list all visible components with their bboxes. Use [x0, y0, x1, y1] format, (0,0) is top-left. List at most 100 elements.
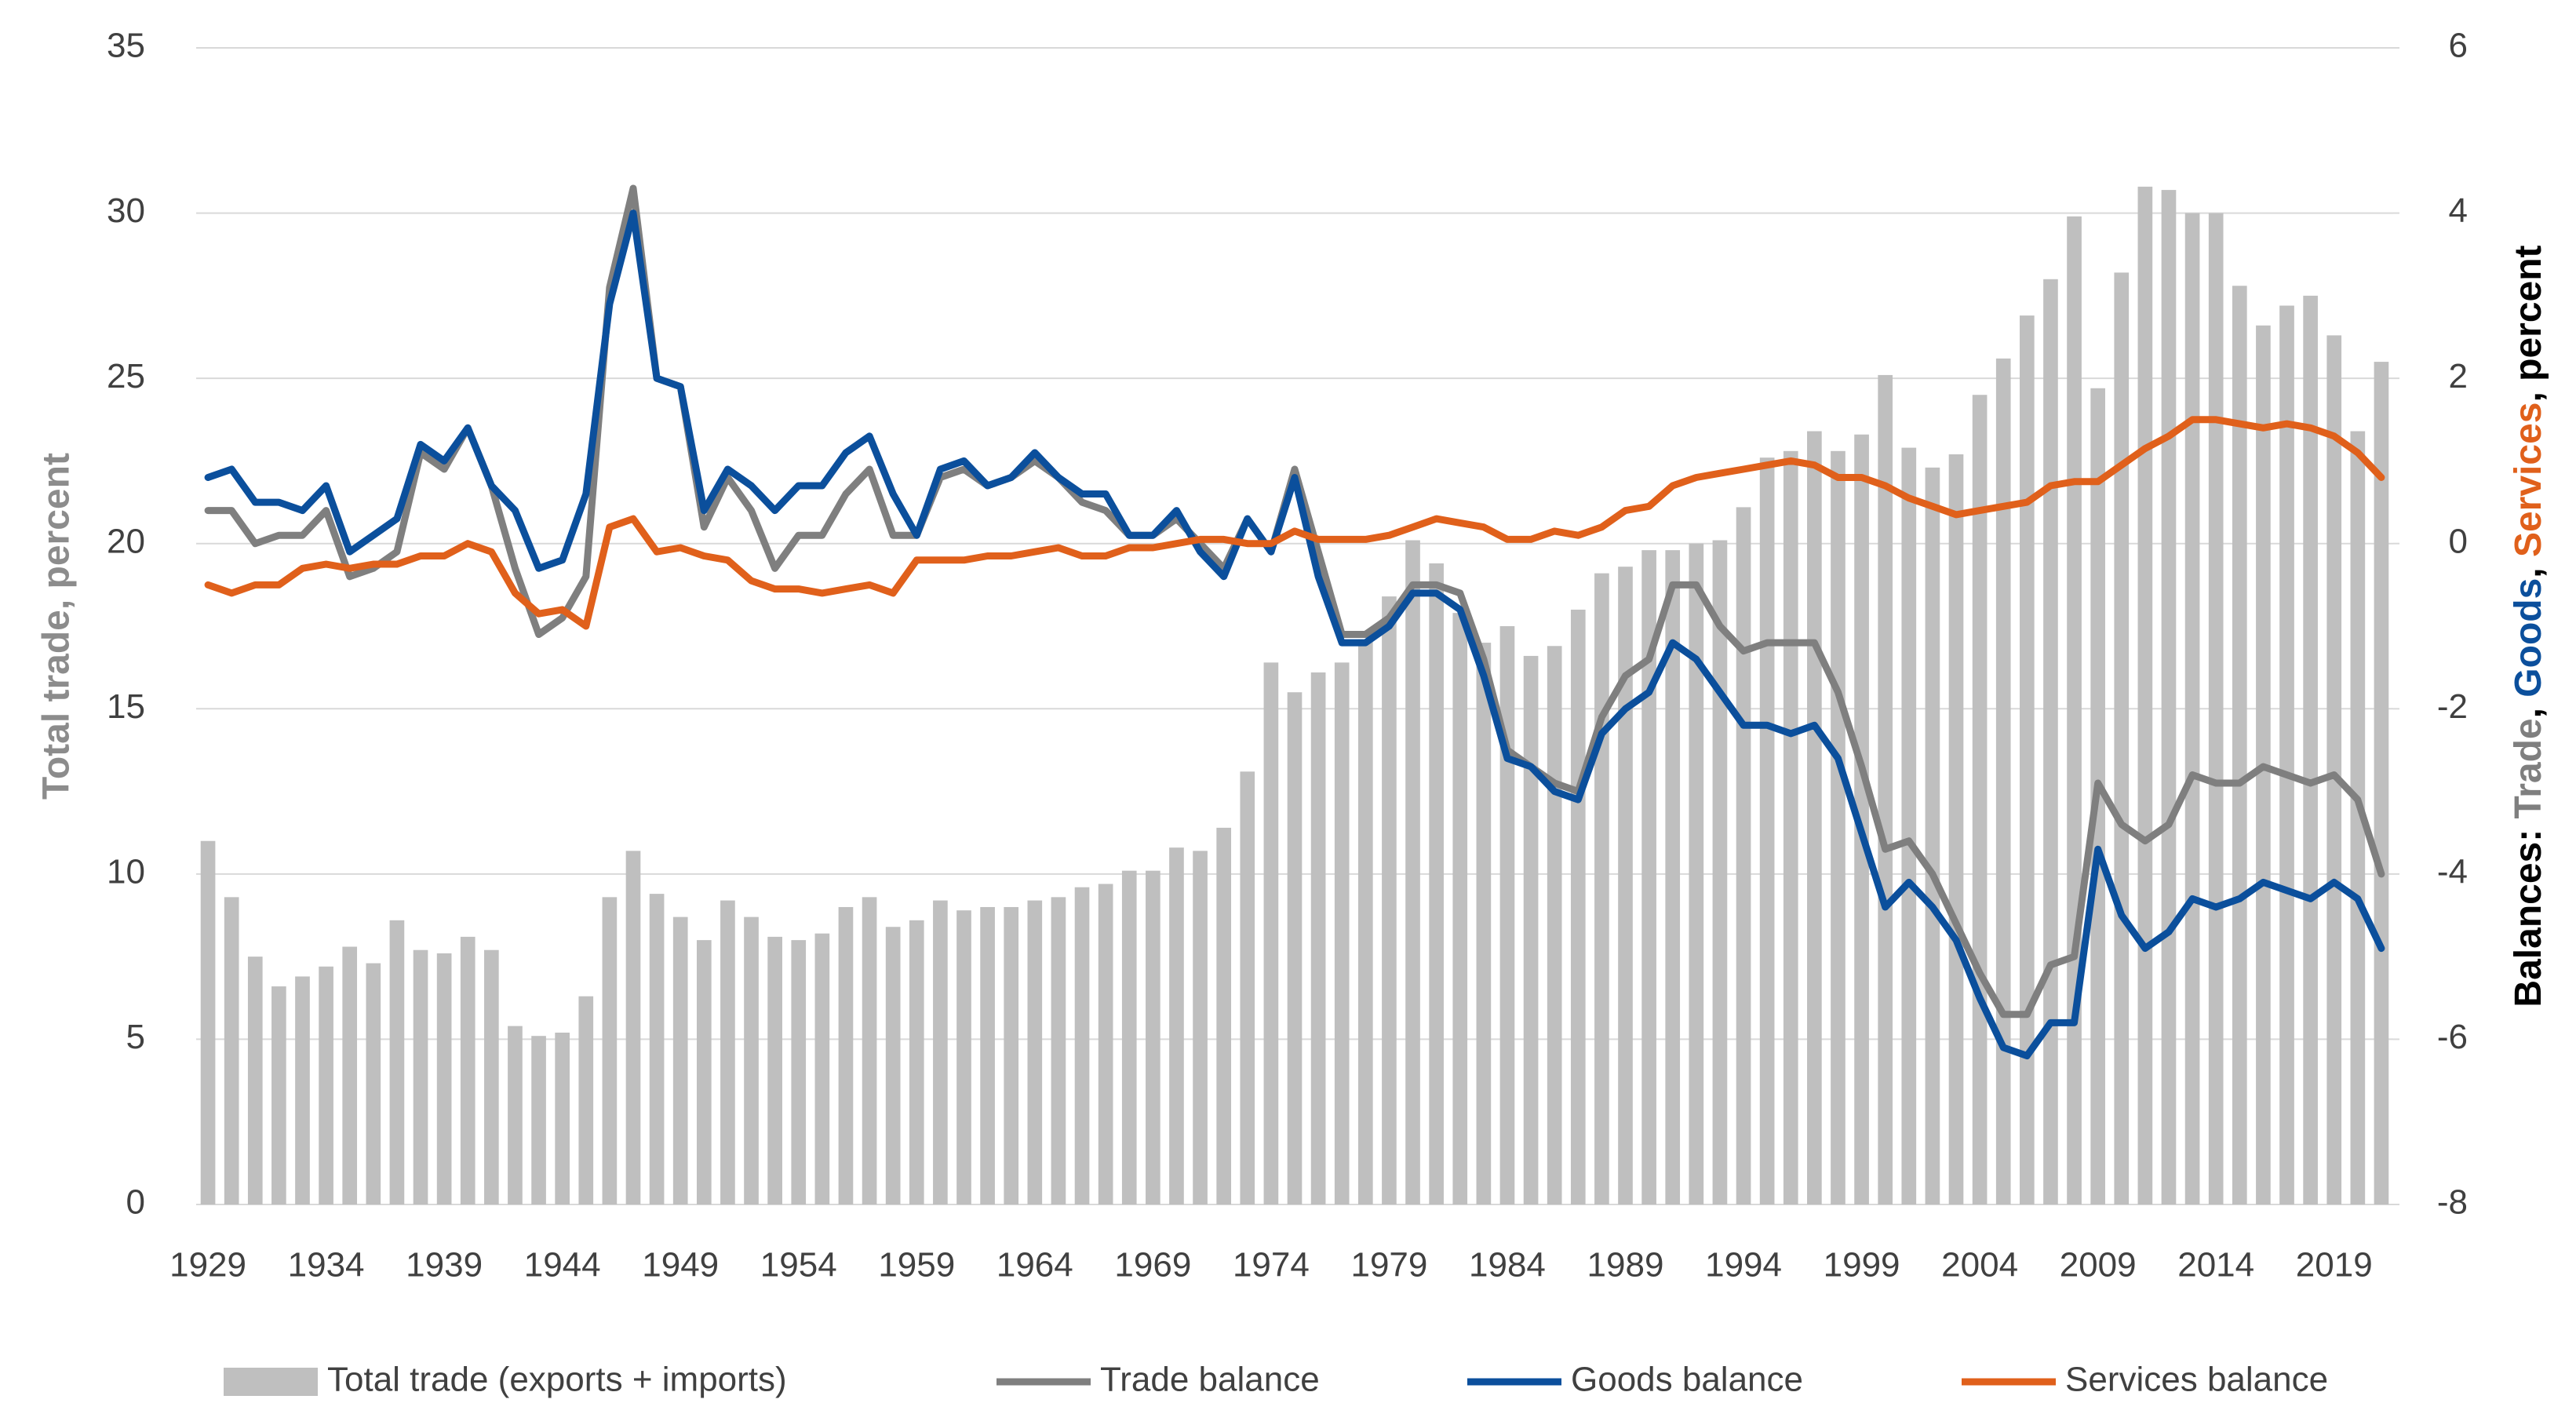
legend-label: Total trade (exports + imports): [327, 1361, 787, 1399]
bar: [436, 953, 452, 1204]
x-tick-label: 1989: [1587, 1246, 1664, 1285]
bar: [2303, 295, 2318, 1204]
bar: [413, 949, 428, 1204]
bar: [1216, 827, 1232, 1204]
y-tick-label: 0: [126, 1183, 145, 1222]
bar: [1901, 447, 1917, 1204]
bar: [1499, 626, 1515, 1204]
bar: [672, 917, 688, 1204]
bar: [1783, 450, 1798, 1204]
bar: [2208, 213, 2224, 1205]
y2-axis-label-part: ,: [2508, 698, 2549, 719]
bar: [1452, 613, 1468, 1204]
bar: [1074, 887, 1090, 1204]
bar: [2279, 305, 2294, 1204]
bar: [933, 900, 948, 1204]
y-tick-label: 30: [107, 191, 145, 230]
bar: [1405, 540, 1420, 1204]
bar: [1665, 550, 1681, 1204]
y2-tick-label: -6: [2437, 1018, 2468, 1056]
y2-tick-label: 2: [2449, 357, 2468, 395]
bar: [625, 851, 641, 1204]
bar: [602, 897, 618, 1204]
bar: [247, 957, 263, 1204]
bar: [1759, 457, 1775, 1204]
bar: [1169, 847, 1184, 1204]
x-tick-label: 1984: [1469, 1246, 1546, 1285]
bar: [909, 920, 924, 1204]
bar: [1240, 771, 1255, 1204]
x-tick-label: 2019: [2296, 1246, 2373, 1285]
bar: [2350, 431, 2366, 1204]
bar: [1051, 897, 1066, 1204]
bar: [1263, 662, 1279, 1204]
bar: [2161, 190, 2177, 1204]
y-tick-label: 10: [107, 852, 145, 891]
bar: [1570, 609, 1586, 1204]
line: [204, 184, 2385, 1019]
bar: [767, 936, 782, 1204]
bar: [1547, 646, 1562, 1204]
bar: [389, 920, 405, 1204]
y-axis-label: Total trade, percent: [36, 453, 78, 800]
x-tick-label: 2009: [2060, 1246, 2137, 1285]
bar: [1972, 395, 1988, 1205]
x-tick-label: 1974: [1233, 1246, 1310, 1285]
line: [204, 416, 2385, 630]
bar: [366, 963, 381, 1204]
bar: [1476, 643, 1492, 1204]
bar: [885, 927, 901, 1204]
bar: [555, 1033, 570, 1204]
bar: [1357, 639, 1373, 1204]
y2-axis-label: Balances: Trade, Goods, Services, percen…: [2508, 245, 2549, 1007]
x-tick-label: 1999: [1824, 1246, 1900, 1285]
bar: [2020, 315, 2035, 1204]
bar: [484, 949, 499, 1204]
bar: [1382, 596, 1397, 1204]
bar: [956, 910, 971, 1204]
bar: [744, 917, 759, 1204]
bar: [1027, 900, 1043, 1204]
bar: [200, 840, 216, 1204]
bar: [460, 936, 475, 1204]
legend-label: Services balance: [2065, 1361, 2328, 1399]
bar: [271, 986, 286, 1204]
bar: [2184, 213, 2200, 1205]
x-tick-label: 1979: [1350, 1246, 1427, 1285]
bar: [1310, 672, 1326, 1204]
bar: [1287, 692, 1303, 1204]
bar: [1594, 573, 1609, 1204]
line: [204, 210, 2385, 1059]
bar: [1121, 870, 1137, 1204]
bar: [1854, 434, 1869, 1204]
y2-tick-label: -4: [2437, 852, 2468, 891]
bar: [720, 900, 735, 1204]
y2-tick-label: 0: [2449, 522, 2468, 560]
bar: [814, 933, 830, 1204]
y2-axis-label-part: Services: [2508, 403, 2549, 558]
bar: [578, 996, 594, 1204]
y-tick-label: 35: [107, 27, 145, 65]
bar: [2114, 272, 2130, 1204]
bar: [2067, 216, 2082, 1205]
legend-swatch: [224, 1368, 318, 1396]
bar: [1831, 450, 1845, 1204]
bar: [1618, 567, 1633, 1204]
legend-label: Trade balance: [1100, 1361, 1320, 1399]
x-tick-label: 1929: [169, 1246, 246, 1285]
bar: [1334, 662, 1350, 1204]
bar: [224, 897, 239, 1204]
bar: [1004, 906, 1019, 1204]
bar: [1429, 563, 1444, 1204]
bar: [980, 906, 995, 1204]
bar: [531, 1036, 546, 1204]
bar: [1925, 467, 1940, 1204]
bar: [508, 1026, 523, 1204]
bar: [1995, 358, 2011, 1205]
bar: [295, 976, 310, 1204]
x-tick-label: 1934: [288, 1246, 365, 1285]
bar: [1712, 540, 1728, 1204]
y2-tick-label: 6: [2449, 27, 2468, 65]
bar: [342, 946, 358, 1204]
